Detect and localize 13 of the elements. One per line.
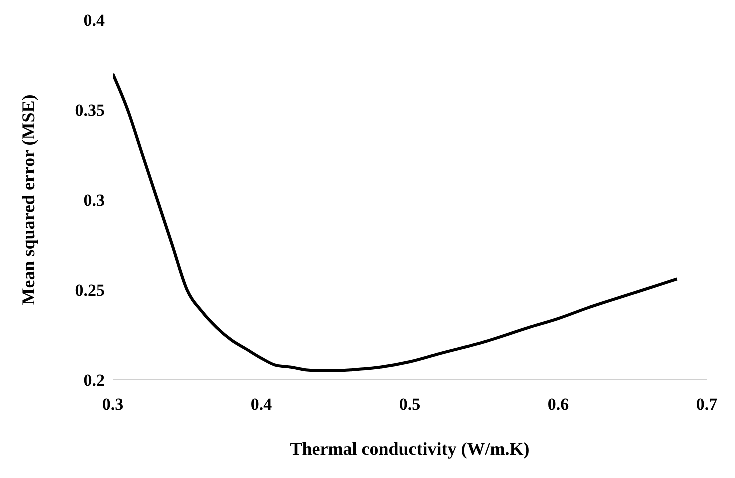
- x-axis-title: Thermal conductivity (W/m.K): [290, 439, 530, 459]
- line-series: [113, 72, 679, 372]
- y-tick-label: 0.4: [84, 11, 106, 30]
- x-tick-label: 0.3: [102, 395, 124, 414]
- y-tick-label: 0.3: [84, 191, 105, 210]
- y-tick-label: 0.25: [75, 281, 105, 300]
- x-tick-label: 0.5: [399, 395, 421, 414]
- x-tick-label: 0.7: [696, 395, 718, 414]
- y-axis-title: Mean squared error (MSE): [18, 94, 38, 306]
- x-tick-label: 0.4: [250, 395, 273, 414]
- x-tick-label: 0.6: [548, 395, 570, 414]
- y-tick-label: 0.35: [75, 101, 105, 120]
- y-tick-label: 0.2: [84, 371, 105, 390]
